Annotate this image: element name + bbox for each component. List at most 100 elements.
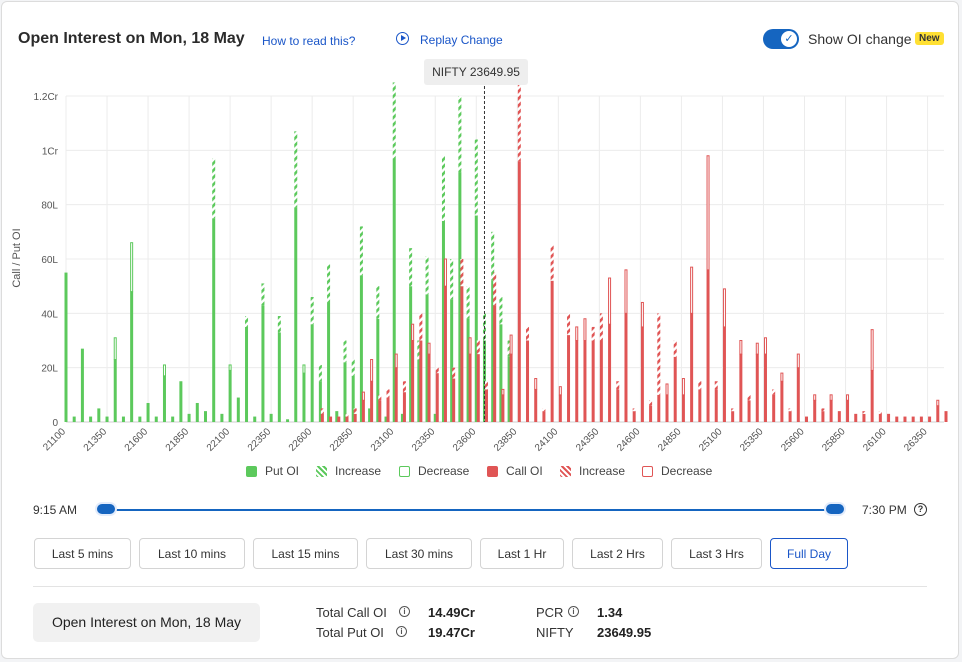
slider-start-handle[interactable] [95,502,117,516]
bar-decrease[interactable] [739,340,743,355]
bar-decrease[interactable] [534,378,538,390]
bar[interactable] [599,340,603,423]
bar-increase[interactable] [386,389,390,398]
bar-decrease[interactable] [690,266,694,314]
bar[interactable] [64,272,68,422]
bar[interactable] [649,405,653,422]
bar[interactable] [526,340,530,423]
bar[interactable] [690,313,694,422]
bar-decrease[interactable] [936,399,940,407]
bar[interactable] [187,413,191,422]
bar-increase[interactable] [474,139,478,216]
bar[interactable] [796,367,800,422]
bar-increase[interactable] [351,359,355,376]
bar-decrease[interactable] [113,337,117,361]
bar-increase[interactable] [450,259,454,300]
show-oi-change-toggle[interactable]: ✓ [763,29,799,49]
bar[interactable] [433,413,437,422]
bar[interactable] [261,305,265,422]
bar-increase[interactable] [788,408,792,412]
bar-increase[interactable] [378,394,382,401]
bar-increase[interactable] [698,381,702,390]
bar[interactable] [919,416,923,422]
bar[interactable] [113,359,117,422]
full-day-button[interactable]: Full Day [770,538,848,569]
bar-increase[interactable] [343,340,347,363]
last-10-mins-button[interactable]: Last 10 mins [139,538,245,569]
bar-increase[interactable] [821,408,825,412]
bar[interactable] [89,416,93,422]
bar-decrease[interactable] [640,301,644,328]
bar[interactable] [575,340,579,423]
bar-increase[interactable] [435,367,439,374]
bar-increase[interactable] [452,367,456,379]
bar[interactable] [394,367,398,422]
bar[interactable] [458,172,462,422]
bar[interactable] [887,413,891,422]
bar-increase[interactable] [277,316,281,333]
bar[interactable] [772,394,776,422]
bar[interactable] [359,275,363,422]
bar[interactable] [370,381,374,422]
bar[interactable] [747,400,751,422]
bar-increase[interactable] [359,226,363,276]
last-3-hrs-button[interactable]: Last 3 Hrs [671,538,762,569]
last-2-hrs-button[interactable]: Last 2 Hrs [572,538,663,569]
bar-increase[interactable] [294,131,298,208]
bar-decrease[interactable] [796,353,800,369]
bar[interactable] [468,354,472,422]
bar[interactable] [591,340,595,423]
info-icon[interactable]: i [568,606,579,617]
bar[interactable] [870,370,874,422]
bar[interactable] [558,394,562,422]
bar[interactable] [493,305,497,422]
bar-increase[interactable] [616,381,620,390]
bar-increase[interactable] [320,408,324,414]
bar[interactable] [335,411,339,422]
bar[interactable] [97,408,101,422]
bar[interactable] [499,324,503,422]
bar[interactable] [376,318,380,422]
bar-increase[interactable] [376,286,380,319]
bar[interactable] [179,381,183,422]
bar-increase[interactable] [212,158,216,219]
bar-increase[interactable] [507,340,511,357]
bar[interactable] [121,416,125,422]
bar[interactable] [608,324,612,422]
bar-increase[interactable] [261,283,265,306]
bar[interactable] [722,326,726,422]
bar[interactable] [567,335,571,422]
bar-increase[interactable] [591,326,595,341]
bar[interactable] [392,158,396,422]
how-to-read-link[interactable]: How to read this? [262,34,356,48]
bar-increase[interactable] [310,297,314,325]
bar[interactable] [895,416,899,422]
bar[interactable] [320,413,324,422]
bar[interactable] [714,389,718,422]
bar[interactable] [220,413,224,422]
bar[interactable] [640,326,644,422]
bar-increase[interactable] [318,364,322,382]
bar-increase[interactable] [649,400,653,406]
bar[interactable] [911,416,915,422]
bar[interactable] [466,318,470,422]
bar-increase[interactable] [517,79,521,162]
bar-decrease[interactable] [361,391,365,401]
last-5-mins-button[interactable]: Last 5 mins [34,538,131,569]
bar[interactable] [624,313,628,422]
slider-end-handle[interactable] [824,502,846,516]
bar[interactable] [318,381,322,422]
bar[interactable] [378,400,382,422]
bar[interactable] [936,405,940,422]
bar-increase[interactable] [460,259,464,287]
bar[interactable] [203,411,207,422]
bar[interactable] [253,416,257,422]
bar[interactable] [821,411,825,422]
bar[interactable] [402,392,406,422]
bar-increase[interactable] [493,272,497,306]
bar-decrease[interactable] [755,342,759,355]
bar[interactable] [846,400,850,422]
bar-decrease[interactable] [780,372,784,382]
bar-increase[interactable] [458,96,462,173]
bar[interactable] [878,413,882,422]
